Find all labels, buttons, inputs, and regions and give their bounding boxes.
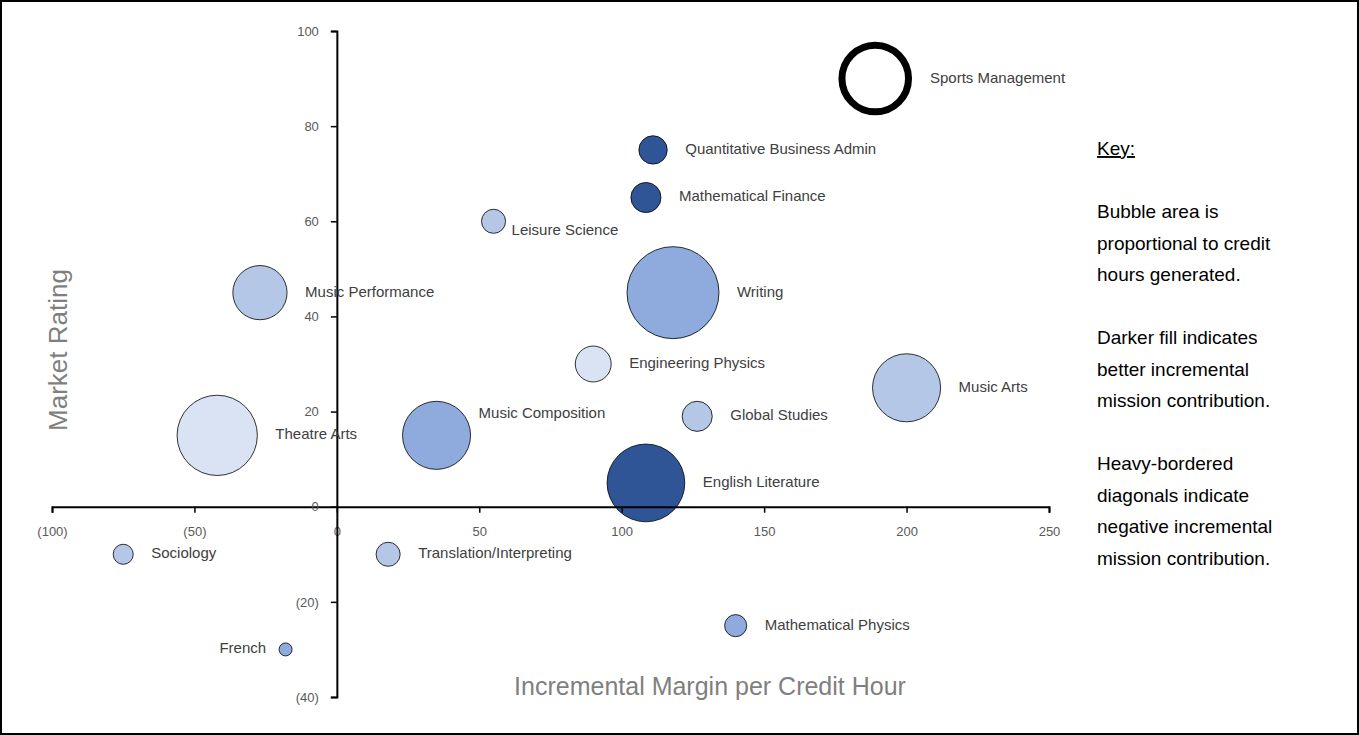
bubble (279, 643, 292, 656)
y-axis: (40) (20) 0 20 40 60 80 100 (296, 24, 338, 705)
chart: (100) (50) 0 50 100 150 200 250 (40) (20) 0 20 40 60 8… (0, 0, 1359, 735)
bubble-label: Global Studies (730, 406, 828, 423)
tick-label: 200 (896, 524, 918, 539)
bubble-label: Music Performance (305, 283, 434, 300)
bubble (631, 182, 661, 212)
bubble (177, 395, 257, 475)
tick: 250 (1039, 507, 1061, 539)
tick-label: 80 (304, 119, 318, 134)
tick: 40 (304, 309, 336, 324)
tick-mark (621, 507, 623, 513)
frame (1, 1, 1358, 734)
tick-mark (906, 507, 908, 513)
tick-mark (52, 507, 54, 513)
key-title: Key: (1097, 138, 1135, 159)
bubble-label: Mathematical Finance (679, 187, 826, 204)
tick-label: 40 (304, 309, 318, 324)
tick-mark (331, 316, 337, 318)
key-text: proportional to credit (1097, 233, 1271, 254)
x-axis-title: Incremental Margin per Credit Hour (514, 672, 906, 700)
key-text: better incremental (1097, 359, 1249, 380)
bubble (725, 615, 747, 637)
tick: 80 (304, 119, 336, 134)
tick: 200 (896, 507, 918, 539)
tick: (40) (296, 690, 337, 705)
bubble (682, 401, 712, 431)
key-text: negative incremental (1097, 516, 1272, 537)
tick: 20 (304, 404, 336, 419)
tick-mark (331, 602, 337, 604)
bubble (575, 346, 611, 382)
tick-label: 50 (473, 524, 487, 539)
key: Key: Bubble area is proportional to credit… (1097, 138, 1272, 569)
key-text: hours generated. (1097, 264, 1241, 285)
tick: 100 (297, 24, 337, 39)
bubble (873, 354, 941, 422)
bubble-label: Music Composition (479, 404, 606, 421)
tick: 150 (754, 507, 776, 539)
tick: (100) (37, 507, 67, 539)
bubble (233, 266, 287, 320)
tick: 50 (473, 507, 487, 539)
bubble (627, 247, 719, 339)
tick: 0 (312, 499, 337, 514)
tick-mark (764, 507, 766, 513)
bubble-label: Sports Management (930, 69, 1066, 86)
tick: 60 (304, 214, 336, 229)
tick-mark (331, 697, 337, 699)
tick-mark (479, 507, 481, 513)
bubble-labels: Sports Management Quantitative Business A… (151, 69, 1066, 657)
bubble-label: Theatre Arts (275, 425, 357, 442)
bubble (376, 542, 400, 566)
bubble-label: Engineering Physics (629, 354, 765, 371)
tick-label: 60 (304, 214, 318, 229)
tick-mark (331, 126, 337, 128)
bubble-label: Translation/Interpreting (418, 544, 572, 561)
bubble-label: English Literature (703, 473, 820, 490)
tick-mark (1049, 507, 1051, 513)
axis-line (331, 32, 338, 698)
tick-label: 250 (1039, 524, 1061, 539)
tick-label: (50) (183, 524, 206, 539)
bubble-label: Writing (737, 283, 783, 300)
tick-mark (331, 31, 337, 33)
axis-line (53, 507, 1050, 513)
tick: 100 (611, 507, 633, 539)
tick-label: 100 (297, 24, 319, 39)
tick: (20) (296, 595, 337, 610)
tick: (50) (183, 507, 206, 539)
tick-label: 100 (611, 524, 633, 539)
bubble-label: Leisure Science (512, 221, 619, 238)
tick-label: 150 (754, 524, 776, 539)
bubble-label: Mathematical Physics (765, 616, 910, 633)
tick-mark (331, 221, 337, 223)
tick-label: (100) (37, 524, 67, 539)
bubble-label: Quantitative Business Admin (685, 140, 876, 157)
key-text: Bubble area is (1097, 201, 1218, 222)
bubble-label: Music Arts (959, 378, 1028, 395)
key-text: Darker fill indicates (1097, 327, 1258, 348)
y-axis-title: Market Rating (43, 269, 73, 431)
tick-label: 0 (312, 499, 319, 514)
bubble-label: Sociology (151, 544, 217, 561)
bubbles (113, 45, 940, 656)
key-text: Heavy-bordered (1097, 453, 1233, 474)
x-axis: (100)(50)050100150200250 (37, 507, 1060, 539)
bubble-label: French (219, 639, 266, 656)
tick-label: (40) (296, 690, 319, 705)
bubble (607, 444, 685, 522)
tick-label: 20 (304, 404, 318, 419)
key-text: mission contribution. (1097, 390, 1270, 411)
key-text: mission contribution. (1097, 548, 1270, 569)
bubble (842, 45, 909, 112)
tick-mark (331, 506, 337, 508)
bubble (639, 136, 667, 164)
bubble (113, 544, 133, 564)
key-text: diagonals indicate (1097, 485, 1249, 506)
bubble (481, 209, 505, 233)
tick-mark (194, 507, 196, 513)
tick-mark (331, 411, 337, 413)
bubble (403, 401, 471, 469)
tick-label: (20) (296, 595, 319, 610)
